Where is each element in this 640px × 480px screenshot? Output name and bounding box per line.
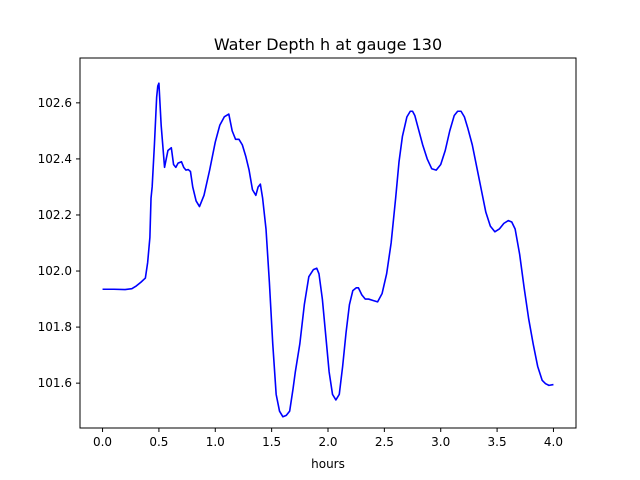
x-tick-label: 3.0 <box>431 435 450 449</box>
x-tick-label: 2.5 <box>375 435 394 449</box>
x-tick-label: 1.5 <box>262 435 281 449</box>
x-tick-label: 3.5 <box>488 435 507 449</box>
series-line <box>102 82 554 418</box>
plot-frame <box>79 57 577 429</box>
y-axis: 101.6 101.8 102.0 102.2 102.4 102.6 <box>38 96 80 390</box>
x-tick-label: 2.0 <box>318 435 337 449</box>
y-tick-label: 102.0 <box>38 264 72 278</box>
y-tick-label: 102.4 <box>38 152 72 166</box>
plot-area <box>79 57 577 429</box>
chart-title: Water Depth h at gauge 130 <box>214 35 442 54</box>
x-tick-label: 0.0 <box>93 435 112 449</box>
x-axis: 0.0 0.5 1.0 1.5 2.0 2.5 3.0 3.5 4.0 <box>93 428 563 449</box>
y-tick-label: 101.6 <box>38 376 72 390</box>
y-tick-label: 102.6 <box>38 96 72 110</box>
x-tick-label: 4.0 <box>544 435 563 449</box>
x-axis-label: hours <box>311 457 345 471</box>
x-tick-label: 0.5 <box>149 435 168 449</box>
y-tick-label: 101.8 <box>38 320 72 334</box>
x-tick-label: 1.0 <box>206 435 225 449</box>
y-tick-label: 102.2 <box>38 208 72 222</box>
